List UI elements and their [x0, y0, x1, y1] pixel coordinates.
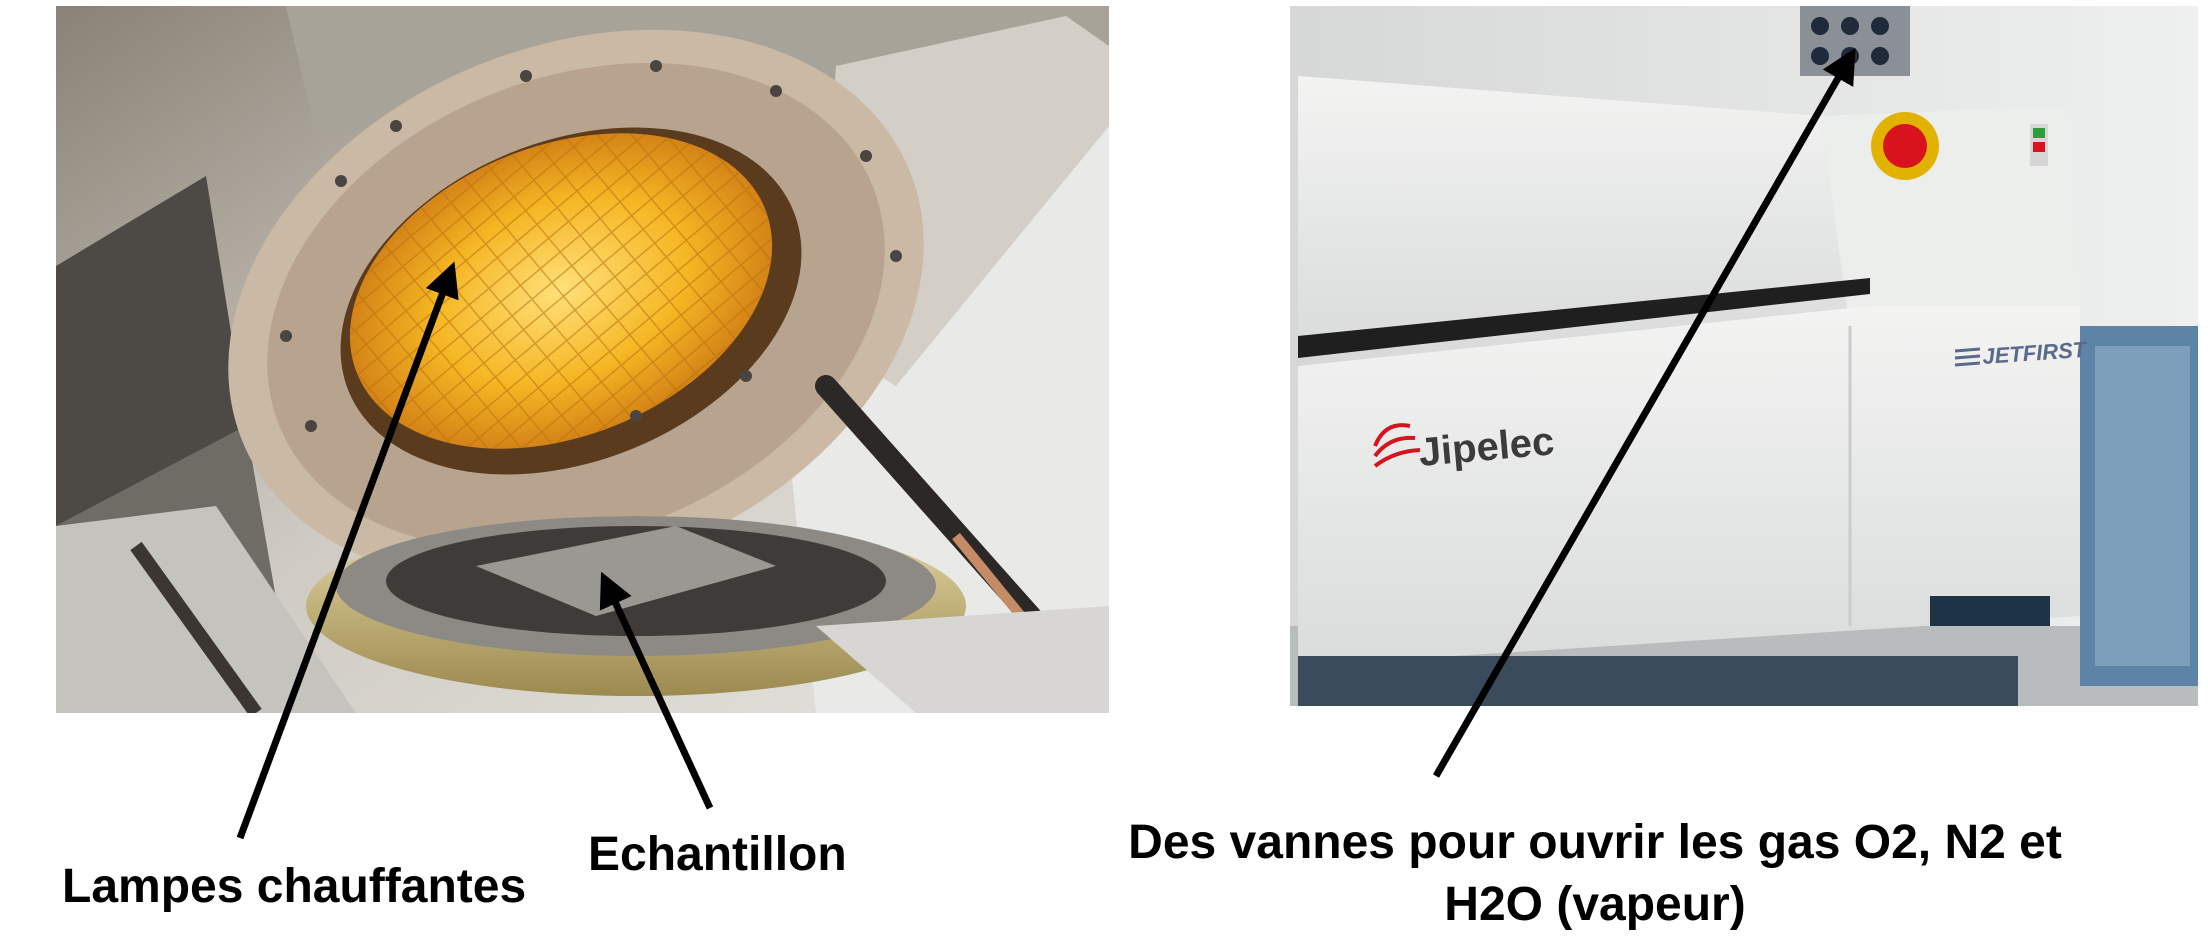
- furnace-chamber-photo: [56, 6, 1109, 713]
- caption-heating-lamps: Lampes chauffantes: [62, 860, 527, 913]
- caption-gas-valves-line-1: Des vannes pour ouvrir les gas O2, N2 et: [1128, 816, 2062, 869]
- caption-gas-valves-line-2: H2O (vapeur): [1444, 878, 1746, 931]
- furnace-cabinet-photo: Jipelec JETFIRST: [1290, 6, 2198, 706]
- furnace-cabinet-illustration: Jipelec JETFIRST: [1290, 6, 2198, 706]
- caption-gas-valves: Des vannes pour ouvrir les gas O2, N2 et…: [1090, 812, 2100, 936]
- caption-sample: Echantillon: [588, 828, 847, 881]
- furnace-chamber-illustration: [56, 6, 1109, 713]
